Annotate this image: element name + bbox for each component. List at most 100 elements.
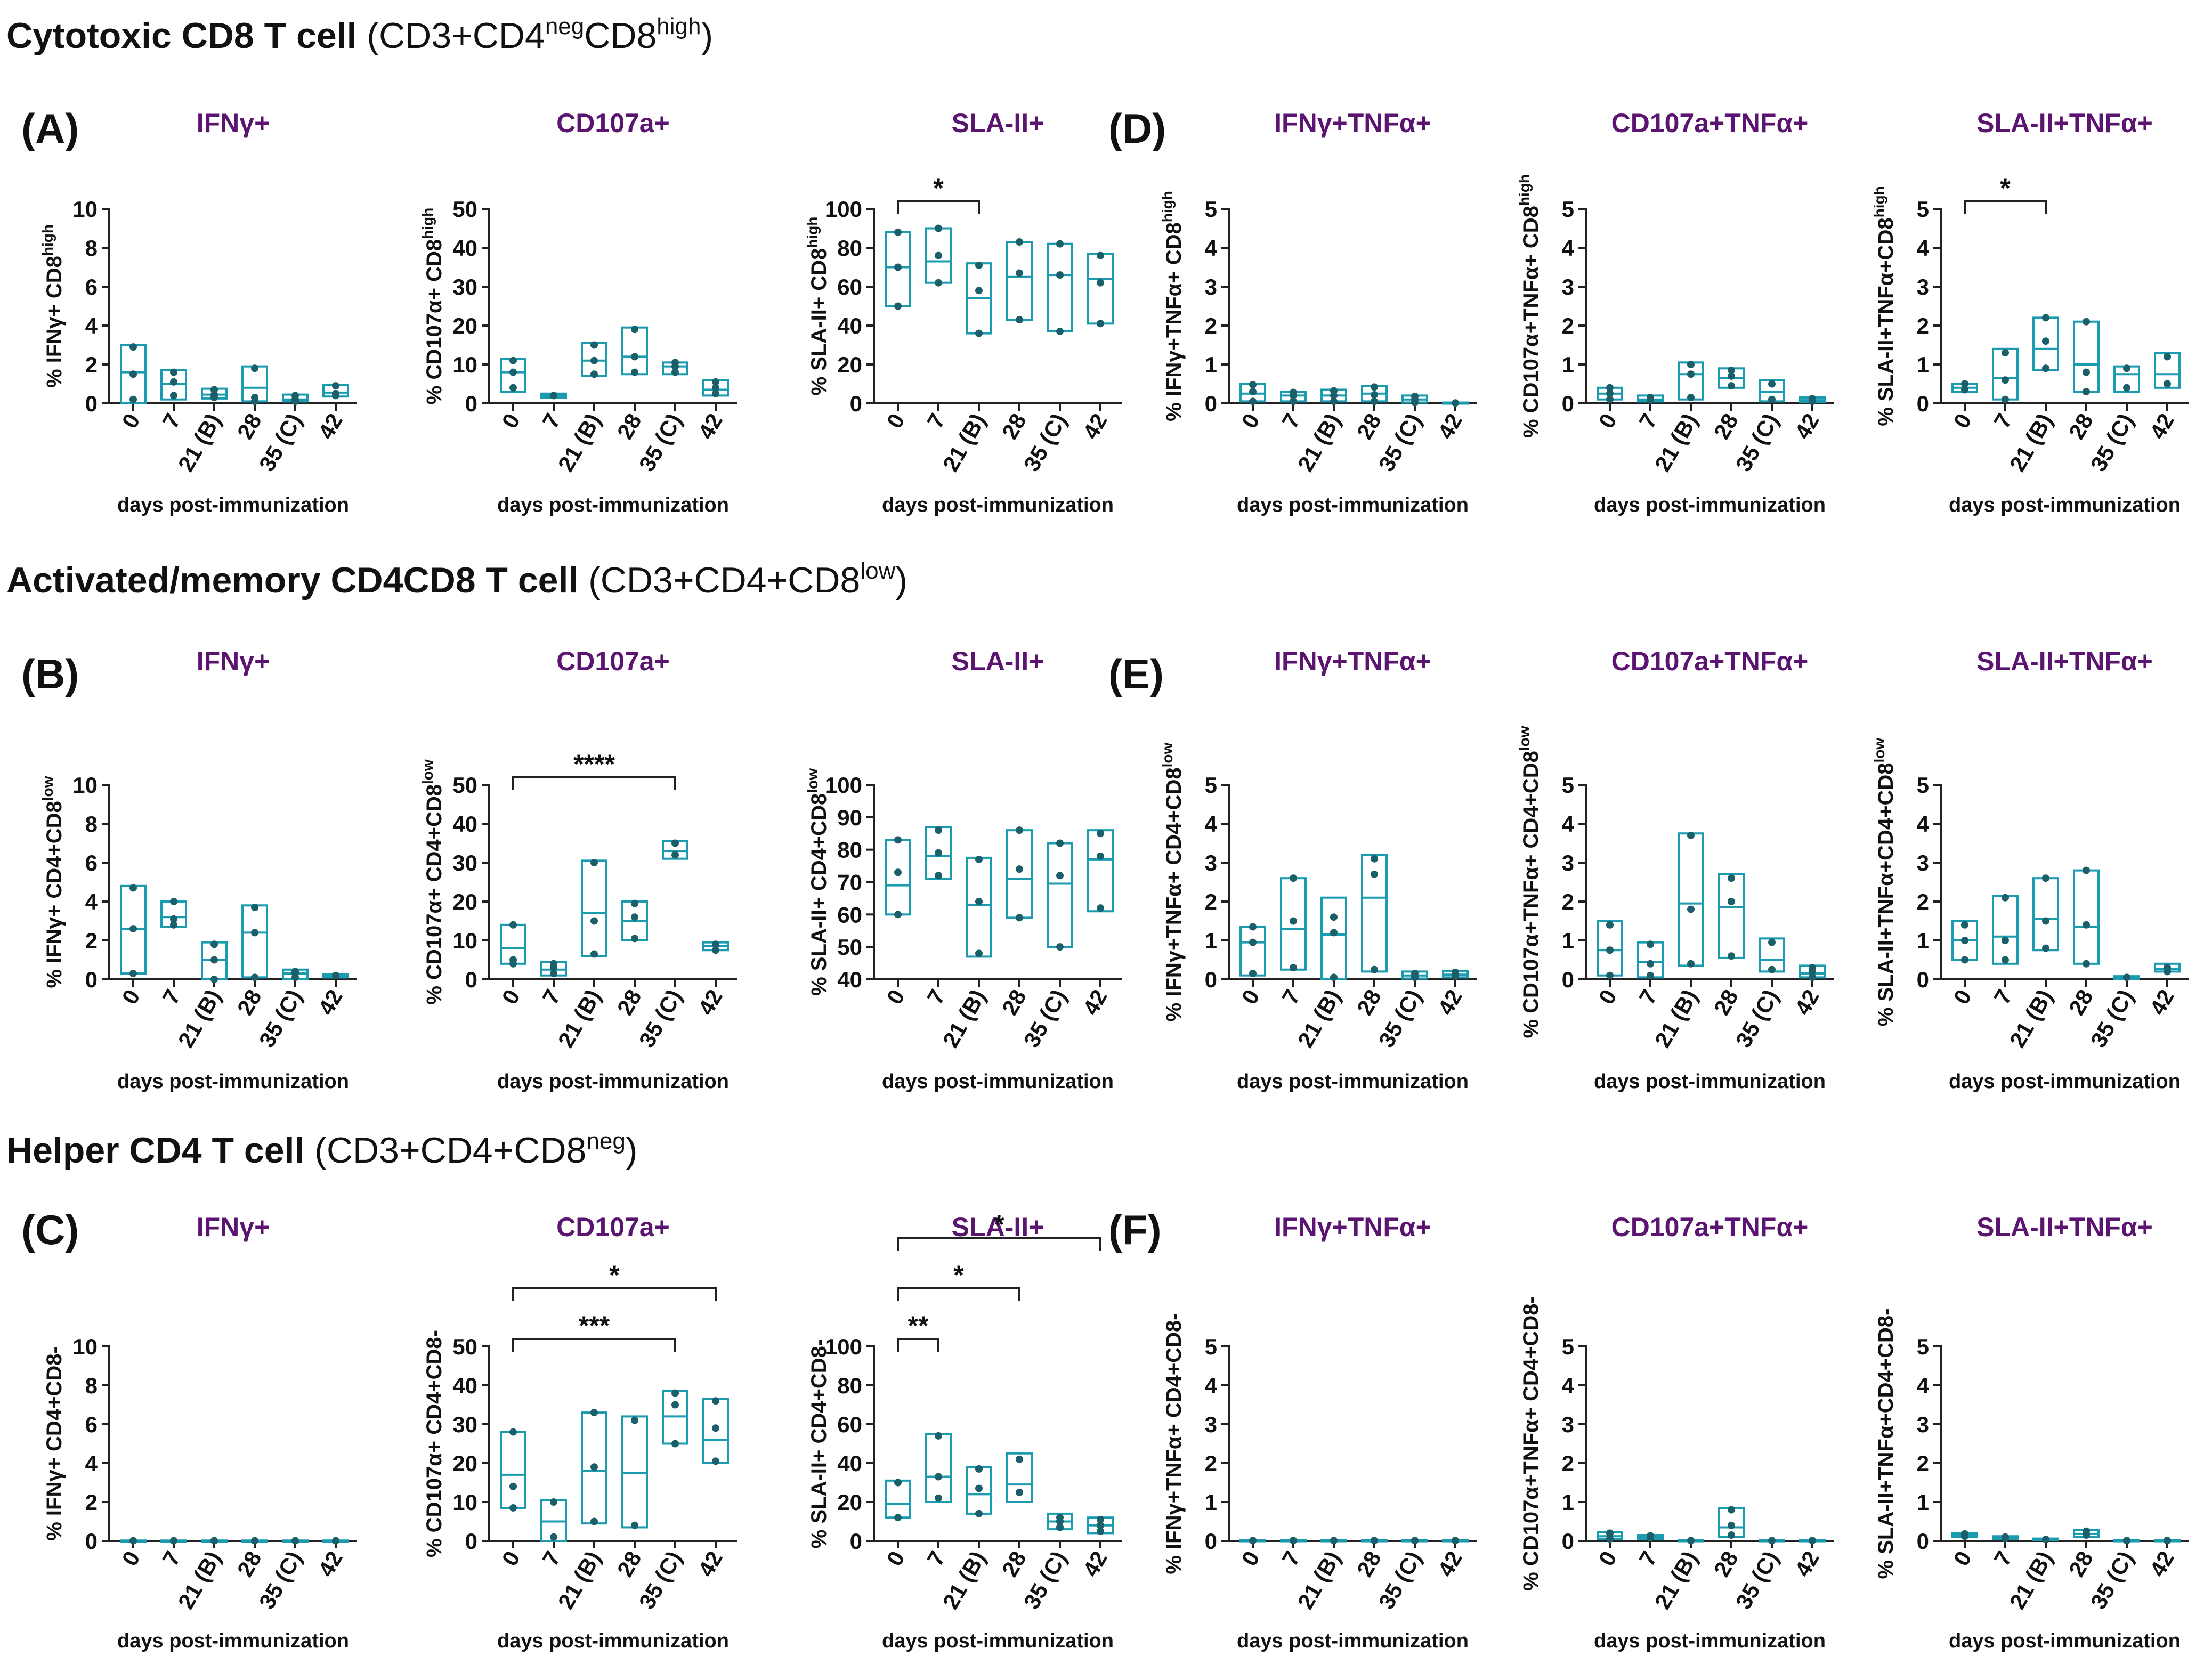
significance-label: * [953, 1260, 964, 1290]
y-tick-label: 4 [1917, 1373, 1930, 1398]
x-axis-label: days post-immunization [117, 1630, 349, 1652]
data-point [129, 370, 137, 378]
x-tick-label: 7 [537, 409, 565, 433]
x-tick-label: 7 [1989, 1547, 2016, 1570]
data-point [1452, 399, 1459, 407]
data-point [671, 839, 679, 847]
x-tick-label: 35 (C) [254, 409, 307, 476]
x-tick-label: 42 [1078, 409, 1112, 443]
y-tick-label: 20 [452, 889, 477, 914]
y-tick-label: 20 [452, 313, 477, 338]
box [1320, 896, 1347, 980]
data-point [509, 384, 517, 392]
y-tick-label: 0 [85, 967, 98, 992]
y-tick-label: 4 [85, 1451, 98, 1476]
y-tick-label: 6 [85, 274, 98, 299]
y-tick-label: 2 [1562, 889, 1574, 914]
data-point [1371, 383, 1378, 391]
x-tick-label: 42 [693, 409, 727, 443]
data-point [1606, 971, 1614, 979]
data-point [1097, 1521, 1104, 1529]
data-point [332, 382, 339, 390]
data-point [1290, 917, 1297, 925]
x-tick-label: 42 [693, 1547, 727, 1581]
data-point [2123, 973, 2130, 981]
y-tick-label: 8 [85, 236, 98, 261]
data-point [1290, 874, 1297, 882]
y-tick-label: 60 [837, 274, 862, 299]
y-tick-label: 1 [1917, 1490, 1929, 1515]
chart-title: SLA-II+TNFα+ [1976, 108, 2153, 138]
x-tick-label: 28 [2064, 409, 2098, 443]
y-tick-label: 6 [85, 1412, 98, 1437]
data-point [1961, 937, 1968, 944]
data-point [1687, 394, 1695, 402]
x-tick-label: 28 [232, 985, 266, 1019]
significance-bracket [897, 1338, 939, 1352]
x-tick-label: 35 (C) [1019, 409, 1072, 476]
data-point [332, 1537, 339, 1545]
y-tick-label: 40 [837, 313, 862, 338]
y-tick-label: 2 [1917, 1451, 1929, 1476]
data-point [1249, 923, 1257, 931]
data-point [671, 851, 679, 859]
significance-label: * [994, 1209, 1004, 1239]
data-point [2123, 1537, 2130, 1545]
x-tick-label: 21 (B) [173, 409, 226, 476]
x-tick-label: 21 (B) [2005, 985, 2057, 1052]
data-point [1097, 279, 1104, 287]
data-point [1097, 904, 1104, 912]
y-tick-label: 5 [1562, 197, 1574, 222]
x-tick-label: 35 (C) [254, 985, 307, 1052]
chart-title: SLA-II+ [952, 108, 1044, 138]
data-point [2123, 384, 2130, 392]
data-point [1647, 940, 1654, 948]
y-tick-label: 4 [1562, 236, 1575, 261]
y-tick-label: 0 [465, 1529, 477, 1554]
data-point [1687, 361, 1695, 368]
row-title: Cytotoxic CD8 T cell (CD3+CD4negCD8high) [6, 13, 713, 56]
significance-label: * [609, 1260, 620, 1290]
y-axis-label-sup: low [1159, 742, 1176, 767]
y-tick-label: 1 [1562, 1490, 1574, 1515]
x-tick-label: 35 (C) [1374, 1547, 1427, 1613]
x-tick-label: 21 (B) [1650, 409, 1703, 476]
panel-label: (D) [1108, 105, 1166, 152]
chart-title: IFNγ+TNFα+ [1274, 108, 1431, 138]
data-point [170, 392, 177, 400]
data-point [631, 935, 638, 943]
box [2154, 352, 2181, 389]
x-tick-label: 35 (C) [2086, 985, 2138, 1052]
significance-label: ** [908, 1311, 929, 1341]
data-point [509, 368, 517, 376]
y-tick-label: 3 [1562, 1412, 1574, 1437]
y-axis-label: % SLA-II+ CD8high [804, 217, 831, 396]
y-tick-label: 5 [1205, 1334, 1217, 1359]
panel-label: (B) [21, 651, 79, 697]
y-tick-label: 10 [452, 928, 477, 953]
significance-label: * [933, 173, 944, 203]
y-tick-label: 0 [1562, 967, 1574, 992]
y-tick-label: 40 [837, 967, 862, 992]
data-point [509, 956, 517, 964]
y-tick-label: 0 [1205, 391, 1217, 416]
chart-title: SLA-II+TNFα+ [1976, 1212, 2153, 1242]
x-tick-label: 21 (B) [2005, 409, 2057, 476]
chart-title: CD107a+TNFα+ [1611, 108, 1809, 138]
y-tick-label: 1 [1205, 928, 1217, 953]
x-tick-label: 7 [537, 1547, 565, 1570]
data-point [509, 1504, 517, 1512]
data-point [894, 1514, 902, 1522]
data-point [935, 1432, 942, 1440]
data-point [1290, 1537, 1297, 1545]
x-tick-label: 28 [1709, 1547, 1743, 1581]
data-point [550, 960, 557, 968]
y-tick-label: 10 [452, 1490, 477, 1515]
data-point [1056, 1514, 1064, 1522]
data-point [631, 899, 638, 907]
x-tick-label: 0 [117, 409, 144, 433]
data-point [2123, 364, 2130, 372]
x-axis-label: days post-immunization [1949, 1070, 2181, 1093]
x-tick-label: 7 [1277, 985, 1304, 1009]
